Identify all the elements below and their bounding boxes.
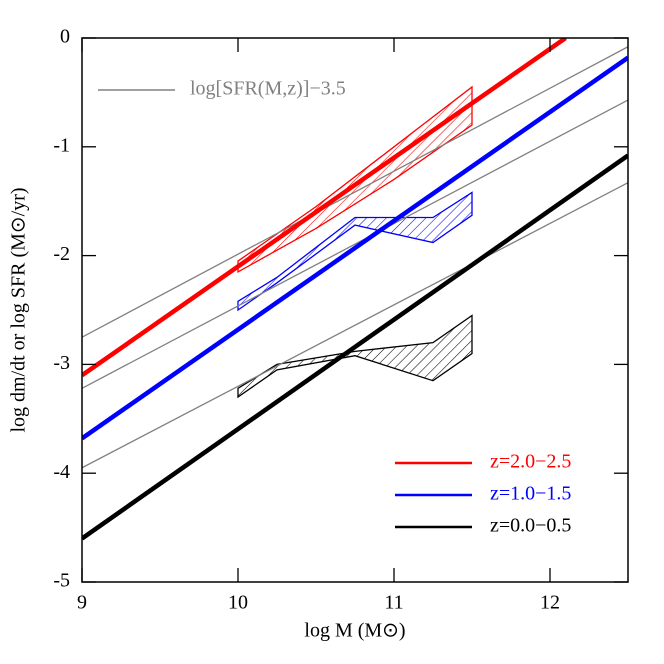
y-tick-label: -5: [53, 570, 70, 592]
series-line: [82, 153, 628, 541]
series-line: [82, 38, 567, 378]
reference-line: [82, 99, 628, 389]
plot-frame: [81, 37, 629, 583]
x-tick-label: 12: [540, 592, 560, 614]
series-line: [82, 55, 628, 441]
y-tick-label: -4: [53, 461, 70, 483]
x-tick-label: 11: [384, 592, 403, 614]
y-tick-label: -1: [53, 134, 70, 156]
x-tick-label: 9: [77, 592, 87, 614]
plot-area: [82, 38, 628, 541]
reference-line: [82, 46, 628, 338]
legend-label: z=2.0−2.5: [490, 451, 571, 473]
legend-label: z=0.0−0.5: [490, 515, 571, 537]
legend-label: z=1.0−1.5: [490, 483, 571, 505]
legend-label: log[SFR(M,z)]−3.5: [190, 78, 346, 100]
y-tick-label: -2: [53, 243, 70, 265]
y-tick-label: 0: [60, 26, 70, 48]
y-axis-label: log dm/dt or log SFR (M⊙/yr): [8, 187, 30, 432]
y-tick-label: -3: [53, 352, 70, 374]
x-axis-label: log M (M⊙): [304, 620, 405, 642]
x-tick-label: 10: [228, 592, 248, 614]
hatched-band: [237, 314, 473, 399]
reference-line: [82, 182, 628, 469]
